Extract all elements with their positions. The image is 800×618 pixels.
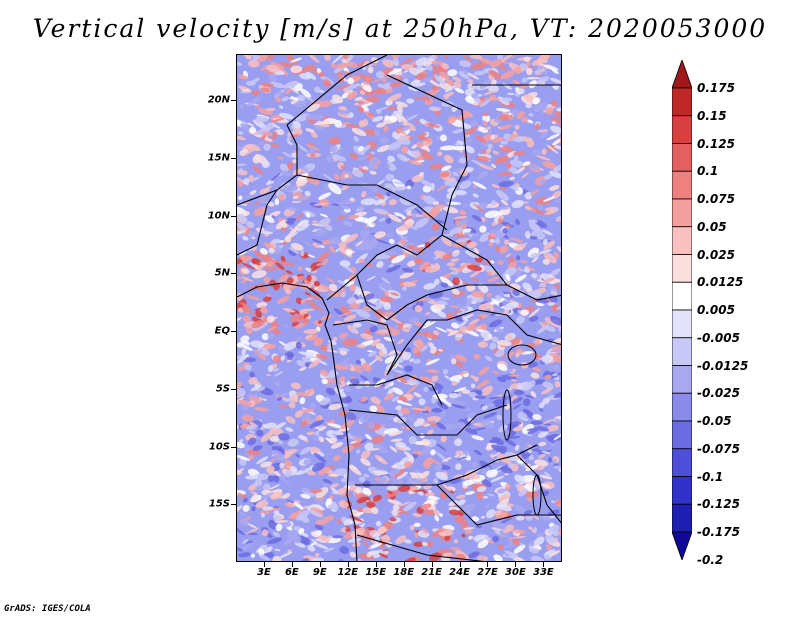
lon-tick-mark [515, 562, 517, 567]
colorbar-label: -0.2 [697, 552, 724, 567]
grads-credit: GrADS: IGES/COLA [4, 604, 91, 614]
lat-tick-label: 15S [208, 498, 230, 510]
lat-tick-label: 5S [215, 383, 230, 395]
lon-tick-label: 6E [284, 567, 299, 578]
colorbar-band [672, 87, 692, 117]
colorbar-label: -0.0125 [697, 358, 749, 373]
colorbar-band [672, 170, 692, 200]
colorbar-band [672, 503, 692, 533]
lon-tick-label: 9E [312, 567, 327, 578]
colorbar-label: 0.175 [697, 81, 735, 95]
colorbar-label: 0.0125 [697, 275, 744, 290]
lat-tick-mark [231, 446, 236, 448]
colorbar-label: 0.025 [697, 247, 735, 262]
lon-tick-label: 30E [505, 567, 526, 578]
lat-tick-label: 10S [208, 441, 230, 453]
lon-tick-mark [543, 562, 545, 567]
lat-tick-label: 20N [207, 94, 230, 106]
colorbar-band [672, 281, 692, 311]
lon-tick-mark [319, 562, 321, 567]
colorbar-band [672, 254, 692, 283]
colorbar-label: -0.1 [697, 469, 724, 484]
lon-tick-mark [459, 562, 461, 567]
lon-tick-mark [263, 562, 265, 567]
colorbar-band [672, 365, 692, 394]
velocity-shading [237, 55, 561, 561]
colorbar-label: -0.025 [697, 386, 740, 401]
colorbar-band [672, 337, 692, 366]
lon-tick-mark [347, 562, 349, 567]
lat-tick-mark [231, 157, 236, 159]
lon-tick-mark [403, 562, 405, 567]
lon-tick-mark [487, 562, 489, 567]
lat-tick-label: 15N [207, 152, 230, 164]
colorbar-label: 0.05 [697, 219, 727, 234]
vertical-velocity-field [237, 55, 561, 561]
colorbar-band [672, 531, 692, 560]
colorbar-label: -0.175 [697, 525, 740, 539]
lon-tick-mark [291, 562, 293, 567]
lon-tick-label: 24E [449, 567, 470, 578]
lon-tick-label: 21E [421, 567, 442, 578]
lat-tick-mark [231, 273, 236, 275]
plot-title: Vertical velocity [m/s] at 250hPa, VT: 2… [32, 14, 768, 43]
colorbar-label: 0.15 [697, 108, 727, 123]
lon-tick-label: 27E [477, 567, 498, 578]
colorbar-band [672, 420, 692, 450]
colorbar-band [672, 60, 692, 89]
colorbar [672, 60, 692, 560]
lat-tick-mark [231, 331, 236, 333]
map-panel [236, 54, 562, 562]
colorbar-label: 0.005 [697, 303, 735, 317]
colorbar-band [672, 476, 692, 505]
colorbar-band [672, 448, 692, 477]
lon-tick-label: 15E [365, 567, 387, 578]
lon-tick-label: 12E [337, 567, 359, 578]
colorbar-label: -0.075 [697, 441, 740, 456]
lat-tick-mark [231, 504, 236, 506]
lon-tick-label: 18E [393, 567, 415, 578]
colorbar-band [672, 226, 692, 255]
lat-tick-label: 5N [214, 267, 230, 279]
colorbar-label: 0.075 [697, 192, 735, 206]
colorbar-band [672, 115, 692, 144]
country-borders [237, 55, 561, 561]
colorbar-band [672, 198, 692, 228]
lat-tick-label: EQ [214, 325, 230, 337]
colorbar-label: -0.125 [697, 497, 740, 512]
lat-tick-mark [231, 215, 236, 217]
colorbar-band [672, 309, 692, 339]
colorbar-label: 0.1 [697, 164, 719, 179]
colorbar-label: -0.05 [697, 414, 732, 428]
colorbar-band [672, 143, 692, 172]
colorbar-band [672, 392, 692, 422]
colorbar-label: 0.125 [697, 136, 735, 151]
colorbar-label: -0.005 [697, 330, 740, 345]
lon-tick-mark [375, 562, 377, 567]
lon-tick-label: 33E [532, 567, 554, 578]
lon-tick-mark [431, 562, 433, 567]
lat-tick-label: 10N [207, 210, 230, 222]
lat-tick-mark [231, 388, 236, 390]
lon-tick-label: 3E [257, 567, 271, 578]
lat-tick-mark [231, 100, 236, 102]
